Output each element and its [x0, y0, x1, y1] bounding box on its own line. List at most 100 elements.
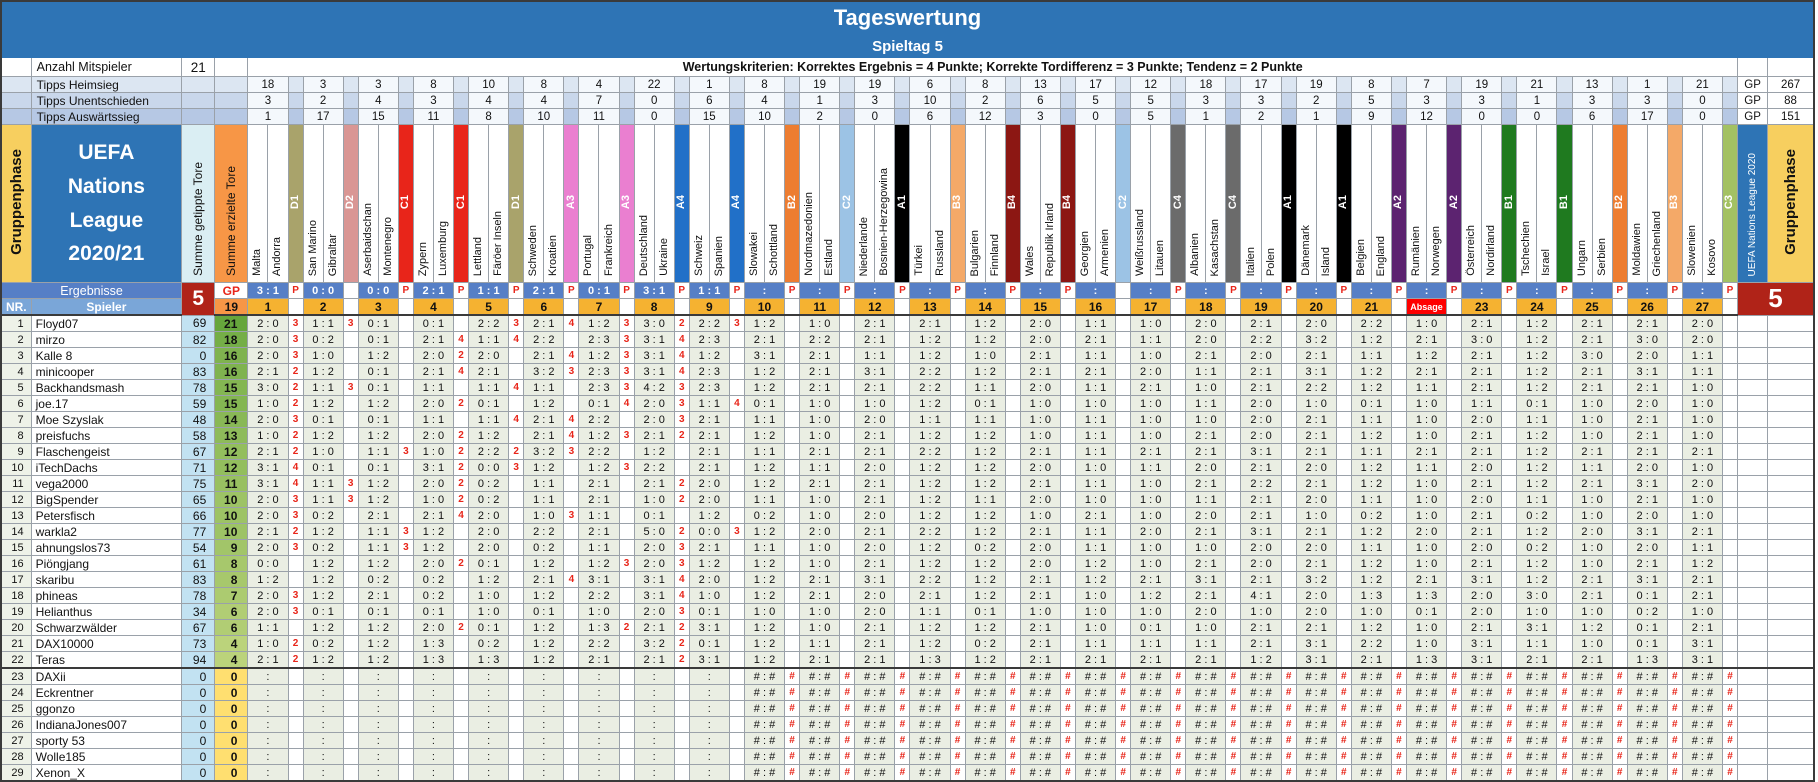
tip-points-cell: [1170, 379, 1187, 396]
tip-points-cell: [839, 619, 856, 636]
tip-points-cell: [1611, 507, 1628, 524]
home-team-header: Slowenien: [1681, 124, 1703, 283]
tip-points-cell: [949, 411, 966, 428]
tip-cell: 2 : 1: [799, 587, 841, 604]
tip-points-cell: 3: [342, 379, 359, 396]
tipps-gap-cell: [1170, 108, 1187, 125]
tip-points-cell: #: [1280, 748, 1297, 765]
tip-cell: # : #: [909, 716, 951, 733]
tip-cell: :: [468, 732, 510, 749]
tip-points-cell: 3: [563, 443, 580, 460]
group-band: A1: [1280, 124, 1297, 283]
tip-cell: # : #: [743, 764, 786, 782]
tipps-gap-cell: [1280, 108, 1297, 125]
tip-points-cell: [397, 716, 414, 733]
tip-cell: 1 : 0: [1074, 491, 1117, 508]
tip-points-cell: [1501, 491, 1518, 508]
tip-cell: 1 : 2: [357, 619, 399, 636]
group-band-label: A3: [620, 194, 633, 210]
tipps-count-cell: 11: [412, 108, 455, 125]
away-team-header-label: Bosnien-Herzegowina: [878, 168, 891, 276]
tip-points-cell: [453, 523, 470, 540]
tip-cell: 2 : 1: [1295, 443, 1337, 460]
match-result-cell: 2 : 1: [412, 282, 455, 299]
tip-points-cell: [1115, 523, 1132, 540]
row-end-cell: [1737, 459, 1769, 476]
tip-points-cell: [949, 427, 966, 444]
tip-cell: # : #: [1461, 716, 1503, 733]
tip-cell: 1 : 2: [964, 459, 1006, 476]
tip-points-cell: [453, 764, 470, 782]
tip-cell: 1 : 1: [412, 411, 455, 428]
group-band: A4: [673, 124, 690, 283]
player-rank: 28: [0, 748, 32, 765]
tip-points-cell: [728, 603, 745, 620]
tip-points-cell: #: [1501, 700, 1518, 717]
tip-points-cell: [1335, 619, 1352, 636]
tip-cell: 2 : 1: [1130, 379, 1172, 396]
tip-cell: 2 : 0: [1185, 314, 1227, 332]
tip-points-cell: #: [1280, 700, 1297, 717]
tip-cell: 2 : 1: [854, 314, 896, 332]
row-end-cell: [1737, 347, 1769, 364]
tip-cell: 3 : 0: [1571, 347, 1613, 364]
tip-points-cell: [453, 635, 470, 652]
tipps-count-cell: 10: [468, 76, 510, 93]
tip-cell: 2 : 2: [523, 331, 565, 348]
tip-cell: :: [247, 684, 289, 701]
away-team-header: Russland: [929, 124, 951, 283]
tip-cell: 2 : 1: [1295, 411, 1337, 428]
tip-points-cell: [1004, 411, 1021, 428]
tip-points-cell: #: [1666, 764, 1683, 782]
tip-cell: # : #: [1571, 684, 1613, 701]
row-end-cell: [1767, 555, 1815, 572]
tipps-gap-cell: [1556, 108, 1573, 125]
tip-cell: 1 : 0: [1681, 603, 1723, 620]
player-name: Xenon_X: [30, 764, 183, 782]
tip-points-cell: [508, 716, 525, 733]
match-result-cell: 0 : 0: [302, 282, 344, 299]
tipps-count-cell: 6: [1019, 92, 1061, 109]
tip-points-cell: [342, 395, 359, 412]
tip-cell: # : #: [1074, 700, 1117, 717]
away-team-header: Färöer Inseln: [488, 124, 510, 283]
tip-cell: :: [302, 716, 344, 733]
tip-points-cell: #: [1611, 764, 1628, 782]
tip-points-cell: [1004, 507, 1021, 524]
tip-cell: # : #: [1185, 667, 1227, 685]
tip-points-cell: #: [1501, 684, 1518, 701]
tip-points-cell: [1611, 347, 1628, 364]
tip-cell: 1 : 2: [302, 555, 344, 572]
tip-cell: 1 : 1: [1516, 411, 1558, 428]
uefa-title-line: 2020/21: [68, 242, 145, 266]
tip-points-cell: [1225, 443, 1242, 460]
tip-points-cell: #: [1170, 716, 1187, 733]
tip-cell: 2 : 1: [357, 587, 399, 604]
tip-points-cell: 2: [287, 427, 304, 444]
tipps-count-cell: 0: [1074, 108, 1117, 125]
tip-points-cell: [894, 619, 911, 636]
away-team-header-label: Andorra: [271, 236, 284, 276]
tip-points-cell: #: [1666, 684, 1683, 701]
tip-points-cell: [1666, 459, 1683, 476]
group-band-label: B3: [1668, 194, 1681, 210]
tip-cell: 1 : 1: [357, 443, 399, 460]
match-number-cell: 15: [1019, 298, 1061, 316]
tip-points-cell: [508, 395, 525, 412]
tip-points-cell: [1721, 347, 1739, 364]
tip-cell: 1 : 1: [1074, 635, 1117, 652]
tip-points-cell: [728, 507, 745, 524]
player-rank: 29: [0, 764, 32, 782]
tip-points-cell: [784, 507, 801, 524]
tip-points-cell: [1721, 395, 1739, 412]
tip-points-cell: [728, 684, 745, 701]
row-end-cell: [1737, 443, 1769, 460]
tipps-gap-cell: [1390, 92, 1407, 109]
player-total-points: 0: [214, 716, 249, 733]
tip-points-cell: [784, 411, 801, 428]
tip-cell: :: [578, 667, 620, 685]
tip-points-cell: 2: [673, 619, 690, 636]
tip-cell: 1 : 2: [743, 314, 786, 332]
tip-cell: 2 : 0: [1240, 427, 1282, 444]
tip-cell: 1 : 2: [964, 475, 1006, 492]
